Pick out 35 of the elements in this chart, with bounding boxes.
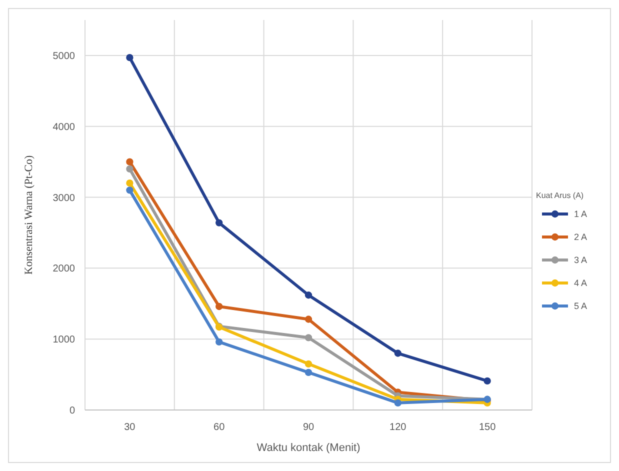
y-tick-label: 1000	[52, 334, 76, 346]
point	[126, 180, 134, 187]
x-tick-label: 150	[478, 422, 496, 433]
y-tick-label: 4000	[52, 122, 76, 133]
x-tick-label: 30	[124, 422, 136, 433]
point	[126, 165, 134, 172]
point	[216, 219, 223, 226]
y-axis-title: Konsentrasi Warna (Pt-Co)	[23, 155, 35, 275]
x-tick-label: 90	[302, 422, 314, 433]
legend-label: 2 A	[574, 232, 588, 242]
x-tick-label: 120	[390, 422, 407, 433]
point	[304, 292, 312, 299]
legend-title: Kuat Arus (A)	[536, 191, 584, 200]
point	[216, 302, 223, 310]
y-tick-label: 2000	[52, 264, 76, 275]
point	[126, 54, 134, 62]
y-tick-label: 5000	[52, 50, 76, 62]
point	[394, 399, 402, 406]
legend-label: 5 A	[574, 301, 588, 312]
point	[304, 316, 312, 323]
x-axis-title: Waktu kontak (Menit)	[256, 442, 360, 454]
point	[394, 350, 402, 357]
point	[304, 360, 312, 368]
point	[484, 377, 491, 385]
point	[126, 186, 134, 194]
legend-label: 4 A	[574, 278, 588, 288]
point	[126, 158, 134, 166]
point	[304, 368, 312, 376]
y-tick-label: 0	[69, 406, 76, 416]
point	[216, 338, 223, 346]
y-tick-label: 3000	[52, 192, 76, 204]
x-tick-label: 60	[214, 422, 226, 433]
point	[304, 334, 312, 342]
legend-label: 3 A	[574, 255, 588, 266]
legend-label: 1 A	[574, 209, 588, 220]
